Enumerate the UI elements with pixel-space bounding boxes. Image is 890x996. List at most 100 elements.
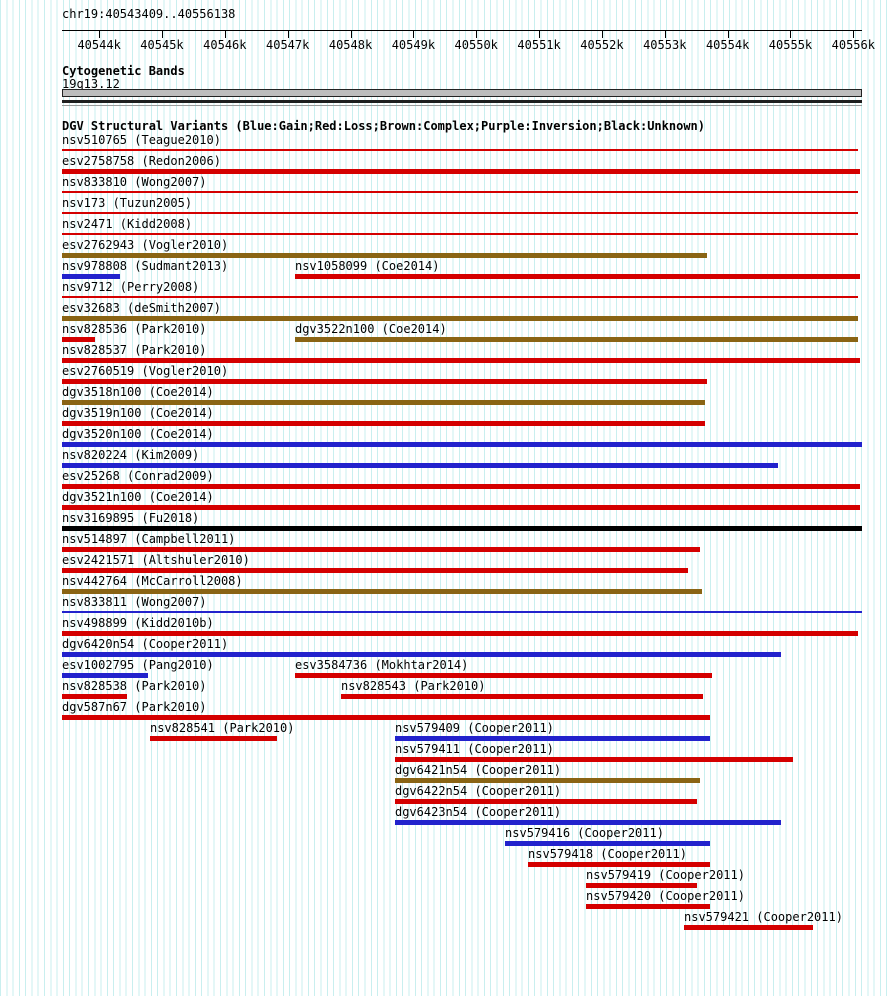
variant-label[interactable]: esv2762943 (Vogler2010) [62, 238, 229, 252]
variant-label[interactable]: dgv3519n100 (Coe2014) [62, 406, 214, 420]
variant-label[interactable]: dgv6423n54 (Cooper2011) [394, 805, 562, 819]
variant-label[interactable]: esv1002795 (Pang2010) [62, 658, 214, 672]
variant-bar[interactable] [62, 149, 859, 151]
cytoband-glyph[interactable] [62, 89, 862, 97]
variant-label[interactable]: nsv820224 (Kim2009) [62, 448, 200, 462]
variant-bar[interactable] [62, 505, 861, 510]
variant-label[interactable]: nsv579418 (Cooper2011) [528, 847, 687, 861]
ruler-tick [161, 31, 163, 38]
variant-label[interactable]: nsv828543 (Park2010) [340, 679, 486, 693]
variant-bar[interactable] [62, 589, 702, 594]
variant-label[interactable]: nsv3169895 (Fu2018) [62, 511, 200, 525]
variant-label[interactable]: dgv3520n100 (Coe2014) [62, 427, 214, 441]
variant-label[interactable]: nsv579419 (Cooper2011) [586, 868, 745, 882]
variant-label[interactable]: nsv579420 (Cooper2011) [586, 889, 745, 903]
variant-label[interactable]: dgv6420n54 (Cooper2011) [62, 637, 229, 651]
variant-label[interactable]: nsv828538 (Park2010) [62, 679, 207, 693]
variant-bar[interactable] [149, 736, 277, 741]
variant-label[interactable]: nsv978808 (Sudmant2013) [62, 259, 229, 273]
variant-label[interactable]: nsv2471 (Kidd2008) [62, 217, 193, 231]
variant-bar[interactable] [62, 421, 705, 426]
ruler-tick [476, 31, 478, 38]
variant-bar[interactable] [62, 673, 148, 678]
variant-bar[interactable] [62, 337, 95, 342]
variant-bar[interactable] [62, 274, 120, 279]
variant-label[interactable]: nsv442764 (McCarroll2008) [62, 574, 243, 588]
variant-label[interactable]: nsv833810 (Wong2007) [62, 175, 207, 189]
variant-label[interactable]: esv2760519 (Vogler2010) [62, 364, 229, 378]
variant-bar[interactable] [62, 652, 782, 657]
ruler-tick [601, 31, 603, 38]
variant-label[interactable]: nsv579411 (Cooper2011) [394, 742, 554, 756]
variant-bar[interactable] [62, 694, 127, 699]
variant-bar[interactable] [62, 169, 861, 174]
variant-bar[interactable] [62, 400, 705, 405]
variant-bar[interactable] [294, 337, 859, 342]
variant-label[interactable]: nsv579409 (Cooper2011) [394, 721, 554, 735]
variant-bar[interactable] [62, 611, 862, 613]
variant-bar[interactable] [394, 736, 710, 741]
variant-label[interactable]: nsv579421 (Cooper2011) [684, 910, 843, 924]
ruler-tick-label: 40553k [643, 38, 687, 52]
variant-bar[interactable] [62, 568, 688, 573]
variant-bar[interactable] [394, 820, 782, 825]
variant-bar[interactable] [294, 673, 712, 678]
variant-bar[interactable] [62, 233, 859, 235]
variant-bar[interactable] [62, 442, 862, 447]
variant-bar[interactable] [62, 191, 859, 193]
variant-bar[interactable] [394, 799, 697, 804]
variant-label[interactable]: dgv6422n54 (Cooper2011) [394, 784, 562, 798]
variant-label[interactable]: nsv828536 (Park2010) [62, 322, 207, 336]
variant-bar[interactable] [62, 212, 859, 214]
variant-bar[interactable] [294, 274, 861, 279]
variant-bar[interactable] [62, 526, 862, 531]
variant-bar[interactable] [505, 841, 710, 846]
variant-bar[interactable] [62, 631, 859, 636]
variant-label[interactable]: nsv9712 (Perry2008) [62, 280, 200, 294]
variant-bar[interactable] [62, 358, 861, 363]
variant-label[interactable]: nsv828541 (Park2010) [149, 721, 295, 735]
variant-bar[interactable] [62, 463, 779, 468]
variant-label[interactable]: dgv3518n100 (Coe2014) [62, 385, 214, 399]
variant-label[interactable]: nsv173 (Tuzun2005) [62, 196, 193, 210]
variant-label[interactable]: nsv828537 (Park2010) [62, 343, 207, 357]
variant-bar[interactable] [394, 778, 700, 783]
variant-bar[interactable] [62, 296, 859, 298]
variant-bar[interactable] [62, 484, 861, 489]
ruler-tick [287, 31, 289, 38]
variant-bar[interactable] [62, 379, 707, 384]
ruler-tick-label: 40548k [328, 38, 373, 52]
ruler-tick [664, 31, 666, 38]
variant-label[interactable]: nsv514897 (Campbell2011) [62, 532, 236, 546]
variant-bar[interactable] [586, 904, 710, 909]
variant-bar[interactable] [62, 253, 707, 258]
variant-label[interactable]: esv2421571 (Altshuler2010) [62, 553, 250, 567]
variant-label[interactable]: nsv1058099 (Coe2014) [294, 259, 440, 273]
variant-label[interactable]: dgv6421n54 (Cooper2011) [394, 763, 562, 777]
variant-label[interactable]: nsv579416 (Cooper2011) [505, 826, 664, 840]
variant-bar[interactable] [528, 862, 710, 867]
variant-bar[interactable] [62, 547, 700, 552]
variant-label[interactable]: esv3584736 (Mokhtar2014) [294, 658, 469, 672]
variant-label[interactable]: dgv3522n100 (Coe2014) [294, 322, 447, 336]
variant-label[interactable]: nsv510765 (Teague2010) [62, 133, 221, 147]
ruler-tick [727, 31, 729, 38]
ruler-tick-label: 40544k [77, 38, 121, 52]
track-divider-light [62, 105, 862, 106]
variant-bar[interactable] [340, 694, 703, 699]
variant-label[interactable]: dgv3521n100 (Coe2014) [62, 490, 214, 504]
variant-label[interactable]: esv25268 (Conrad2009) [62, 469, 214, 483]
variant-bar[interactable] [62, 316, 859, 321]
variant-label[interactable]: esv32683 (deSmith2007) [62, 301, 221, 315]
variant-bar[interactable] [586, 883, 697, 888]
dgv-track-title: DGV Structural Variants (Blue:Gain;Red:L… [62, 119, 705, 133]
variant-label[interactable]: nsv833811 (Wong2007) [62, 595, 207, 609]
variant-bar[interactable] [62, 715, 710, 720]
variant-label[interactable]: dgv587n67 (Park2010) [62, 700, 207, 714]
variant-bar[interactable] [684, 925, 813, 930]
variant-label[interactable]: esv2758758 (Redon2006) [62, 154, 221, 168]
variant-bar[interactable] [394, 757, 793, 762]
variant-label[interactable]: nsv498899 (Kidd2010b) [62, 616, 214, 630]
track-divider-dark [62, 100, 862, 103]
